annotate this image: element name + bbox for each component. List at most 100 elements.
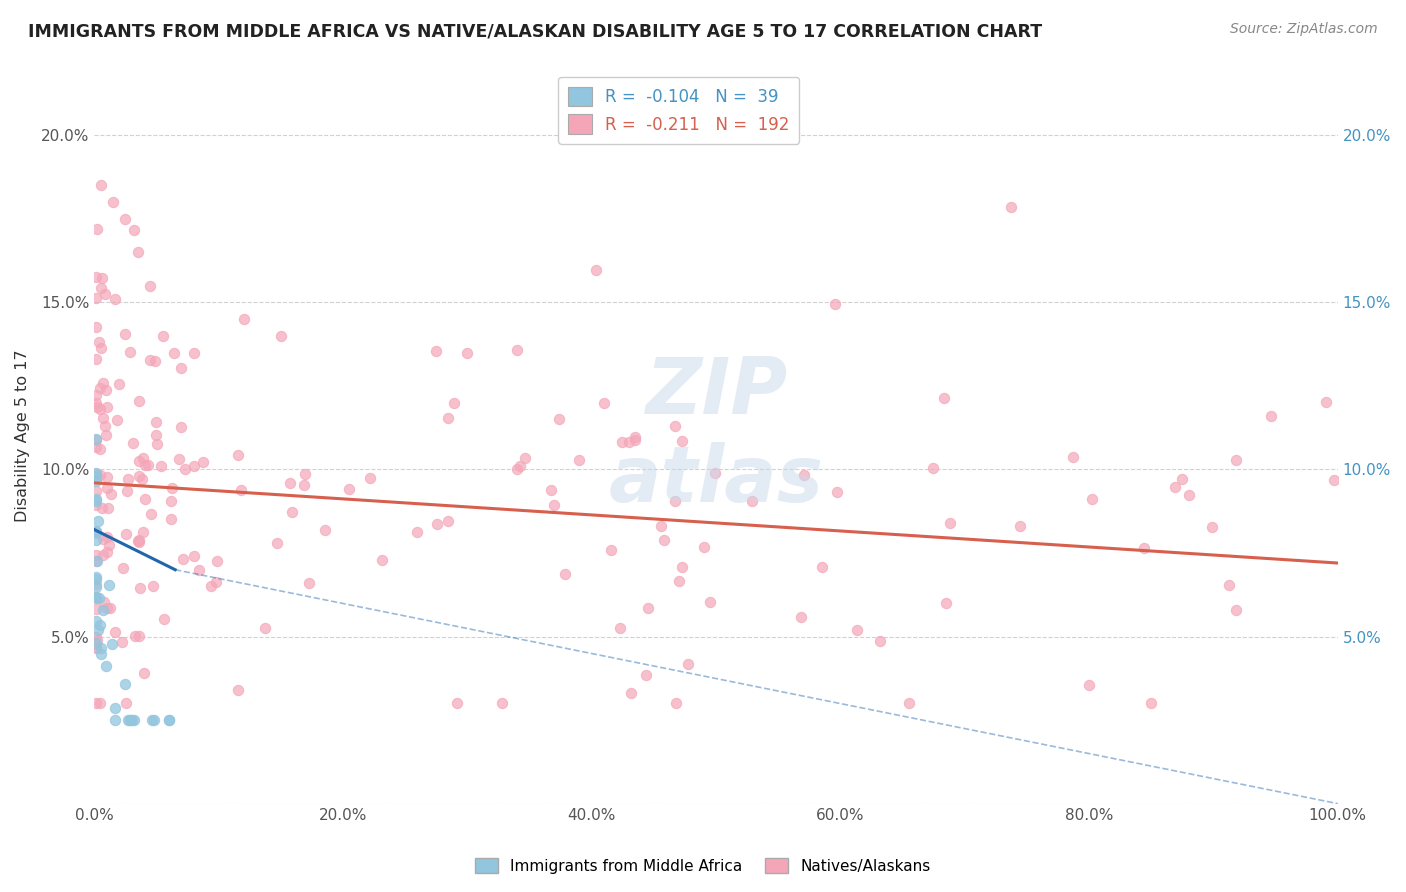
Point <box>84 491 107 506</box>
Point <box>145 415 167 429</box>
Text: Source: ZipAtlas.com: Source: ZipAtlas.com <box>1230 22 1378 37</box>
Point <box>90 341 112 355</box>
Point <box>898 697 921 711</box>
Point <box>650 519 672 533</box>
Point <box>108 376 131 391</box>
Point <box>96 545 118 559</box>
Point <box>163 346 186 360</box>
Point <box>84 615 107 629</box>
Point <box>117 713 139 727</box>
Point <box>205 575 228 590</box>
Point <box>84 474 107 488</box>
Point <box>1140 697 1163 711</box>
Point <box>790 610 813 624</box>
Point <box>84 483 107 498</box>
Point <box>84 533 107 547</box>
Point <box>84 577 107 591</box>
Point <box>160 481 183 495</box>
Point <box>129 582 152 596</box>
Point <box>456 345 478 359</box>
Point <box>84 549 107 563</box>
Point <box>86 633 108 648</box>
Point <box>105 413 128 427</box>
Point <box>84 591 107 605</box>
Point <box>624 433 647 447</box>
Point <box>205 554 228 568</box>
Point <box>337 482 360 496</box>
Point <box>170 420 193 434</box>
Point <box>183 345 205 359</box>
Point <box>100 487 122 501</box>
Point <box>89 401 111 416</box>
Point <box>167 451 190 466</box>
Point <box>426 517 449 532</box>
Point <box>593 396 616 410</box>
Point <box>1078 678 1101 692</box>
Text: ZIP
atlas: ZIP atlas <box>609 354 824 518</box>
Point <box>664 493 686 508</box>
Point <box>122 223 145 237</box>
Point <box>491 697 513 711</box>
Point <box>157 713 180 727</box>
Point <box>87 334 110 349</box>
Point <box>446 697 468 711</box>
Point <box>676 657 699 672</box>
Point <box>84 631 107 645</box>
Point <box>160 511 183 525</box>
Point <box>94 658 117 673</box>
Point <box>157 713 180 727</box>
Point <box>543 498 565 512</box>
Point <box>637 600 659 615</box>
Point <box>98 578 121 592</box>
Point <box>665 697 688 711</box>
Point <box>84 434 107 448</box>
Point <box>89 697 111 711</box>
Point <box>84 590 107 604</box>
Point <box>101 195 124 210</box>
Point <box>134 491 156 506</box>
Point <box>111 635 134 649</box>
Point <box>104 625 127 640</box>
Point <box>91 548 114 562</box>
Point <box>131 472 153 486</box>
Point <box>84 580 107 594</box>
Point <box>139 278 162 293</box>
Point <box>443 395 465 409</box>
Point <box>793 468 815 483</box>
Point <box>84 292 107 306</box>
Point <box>91 603 114 617</box>
Point <box>1062 450 1084 464</box>
Point <box>292 477 315 491</box>
Point <box>1260 409 1282 424</box>
Point <box>846 623 869 637</box>
Point <box>183 549 205 563</box>
Point <box>200 579 222 593</box>
Point <box>150 459 173 474</box>
Point <box>90 500 112 515</box>
Point <box>90 647 112 661</box>
Point <box>703 466 725 480</box>
Point <box>146 437 169 451</box>
Point <box>1315 395 1337 409</box>
Point <box>406 524 429 539</box>
Point <box>136 458 159 473</box>
Point <box>359 471 381 485</box>
Point <box>741 494 763 508</box>
Point <box>120 713 142 727</box>
Point <box>436 514 458 528</box>
Point <box>509 458 531 473</box>
Point <box>617 435 640 450</box>
Y-axis label: Disability Age 5 to 17: Disability Age 5 to 17 <box>15 350 30 523</box>
Point <box>90 641 112 656</box>
Point <box>1225 603 1247 617</box>
Point <box>84 526 107 541</box>
Point <box>1010 519 1032 533</box>
Point <box>654 533 676 547</box>
Point <box>827 484 849 499</box>
Point <box>668 574 690 588</box>
Point <box>84 601 107 615</box>
Point <box>128 535 150 549</box>
Point <box>153 612 176 626</box>
Point <box>609 621 631 635</box>
Point <box>142 579 165 593</box>
